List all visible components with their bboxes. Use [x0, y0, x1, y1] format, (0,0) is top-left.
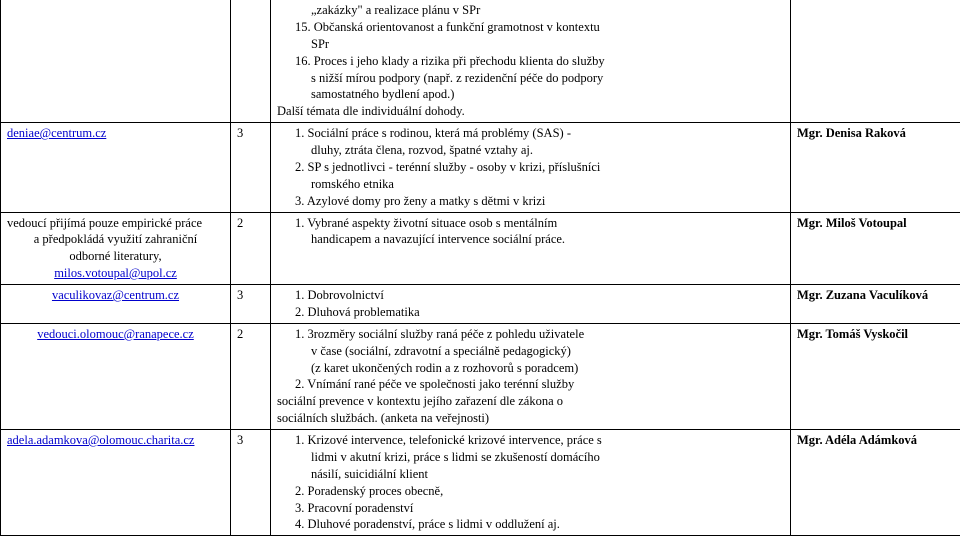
topic-number: 1. [295, 327, 304, 341]
contact-note: vedoucí přijímá pouze empirické práce [7, 215, 224, 232]
supervisor-cell: Mgr. Zuzana Vaculíková [791, 285, 960, 324]
topic-item: 3. Azylové domy pro ženy a matky s dětmi… [277, 193, 784, 210]
topic-item: 3. Pracovní poradenství [277, 500, 784, 517]
topic-text: „zakázky" a realizace plánu v SPr [277, 2, 784, 19]
table-row: vaculikovaz@centrum.cz 3 1. Dobrovolnict… [1, 285, 960, 324]
thesis-topics-table: „zakázky" a realizace plánu v SPr 15. Ob… [0, 0, 960, 536]
table-row: „zakázky" a realizace plánu v SPr 15. Ob… [1, 0, 960, 123]
topic-text: romského etnika [277, 176, 784, 193]
topic-item: 16. Proces i jeho klady a rizika při pře… [277, 53, 784, 70]
topic-text: SPr [277, 36, 784, 53]
contact-note: odborné literatury, [7, 248, 224, 265]
topic-number: 2. [295, 377, 304, 391]
topics-cell: 1. 3rozměry sociální služby raná péče z … [271, 323, 791, 429]
topic-number: 3. [295, 501, 304, 515]
topic-text: Vnímání rané péče ve společnosti jako te… [307, 377, 574, 391]
topic-item: 1. Sociální práce s rodinou, která má pr… [277, 125, 784, 142]
supervisor-cell: Mgr. Tomáš Vyskočil [791, 323, 960, 429]
topic-text: Dluhová problematika [308, 305, 420, 319]
topic-text: dluhy, ztráta člena, rozvod, špatné vzta… [277, 142, 784, 159]
table-row: vedoucí přijímá pouze empirické práce a … [1, 212, 960, 285]
topic-number: 1. [295, 288, 304, 302]
topic-text: sociální prevence v kontextu jejího zařa… [277, 393, 784, 410]
topic-text: samostatného bydlení apod.) [277, 86, 784, 103]
topic-text: Dluhové poradenství, práce s lidmi v odd… [308, 517, 560, 531]
topic-item: 1. Dobrovolnictví [277, 287, 784, 304]
topic-text: Dobrovolnictví [308, 288, 384, 302]
topic-item: 2. Poradenský proces obecně, [277, 483, 784, 500]
topic-text: Proces i jeho klady a rizika při přechod… [314, 54, 605, 68]
contact-cell: vedoucí přijímá pouze empirické práce a … [1, 212, 231, 285]
topic-text: handicapem a navazující intervence sociá… [277, 231, 784, 248]
topic-number: 2. [295, 160, 304, 174]
contact-cell: vaculikovaz@centrum.cz [1, 285, 231, 324]
table-row: vedouci.olomouc@ranapece.cz 2 1. 3rozměr… [1, 323, 960, 429]
contact-cell: adela.adamkova@olomouc.charita.cz [1, 430, 231, 536]
topic-item: 4. Dluhové poradenství, práce s lidmi v … [277, 516, 784, 533]
topic-text: Pracovní poradenství [308, 501, 414, 515]
topic-number: 2. [295, 305, 304, 319]
contact-cell [1, 0, 231, 123]
email-link[interactable]: deniae@centrum.cz [7, 126, 106, 140]
topic-text: (z karet ukončených rodin a z rozhovorů … [277, 360, 784, 377]
topic-number: 1. [295, 433, 304, 447]
topic-number: 15. [295, 20, 311, 34]
topic-item: 1. 3rozměry sociální služby raná péče z … [277, 326, 784, 343]
count-cell [231, 0, 271, 123]
topics-cell: 1. Dobrovolnictví 2. Dluhová problematik… [271, 285, 791, 324]
contact-cell: deniae@centrum.cz [1, 123, 231, 212]
email-link[interactable]: adela.adamkova@olomouc.charita.cz [7, 433, 194, 447]
topic-item: 15. Občanská orientovanost a funkční gra… [277, 19, 784, 36]
count-cell: 2 [231, 323, 271, 429]
topic-text: Sociální práce s rodinou, která má probl… [308, 126, 571, 140]
topic-text: Poradenský proces obecně, [308, 484, 444, 498]
topic-number: 1. [295, 126, 304, 140]
topic-text: Další témata dle individuální dohody. [277, 103, 784, 120]
topic-text: násilí, suicidiální klient [277, 466, 784, 483]
topics-cell: 1. Sociální práce s rodinou, která má pr… [271, 123, 791, 212]
topic-text: 3rozměry sociální služby raná péče z poh… [308, 327, 585, 341]
topic-text: s nižší mírou podpory (např. z rezidenčn… [277, 70, 784, 87]
contact-note: a předpokládá využití zahraniční [7, 231, 224, 248]
count-cell: 3 [231, 285, 271, 324]
count-cell: 2 [231, 212, 271, 285]
topic-text: Azylové domy pro ženy a matky s dětmi v … [307, 194, 545, 208]
table-row: deniae@centrum.cz 3 1. Sociální práce s … [1, 123, 960, 212]
topics-cell: „zakázky" a realizace plánu v SPr 15. Ob… [271, 0, 791, 123]
supervisor-cell [791, 0, 960, 123]
topic-item: 1. Krizové intervence, telefonické krizo… [277, 432, 784, 449]
email-link[interactable]: vedouci.olomouc@ranapece.cz [37, 327, 194, 341]
topic-text: Občanská orientovanost a funkční gramotn… [314, 20, 600, 34]
count-cell: 3 [231, 430, 271, 536]
topic-text: Krizové intervence, telefonické krizové … [308, 433, 602, 447]
contact-cell: vedouci.olomouc@ranapece.cz [1, 323, 231, 429]
topic-number: 1. [295, 216, 304, 230]
topic-item: 2. Dluhová problematika [277, 304, 784, 321]
email-link[interactable]: milos.votoupal@upol.cz [54, 266, 177, 280]
topic-item: 2. Vnímání rané péče ve společnosti jako… [277, 376, 784, 393]
supervisor-cell: Mgr. Denisa Raková [791, 123, 960, 212]
table-row: adela.adamkova@olomouc.charita.cz 3 1. K… [1, 430, 960, 536]
topic-text: Vybrané aspekty životní situace osob s m… [307, 216, 557, 230]
topics-cell: 1. Krizové intervence, telefonické krizo… [271, 430, 791, 536]
count-cell: 3 [231, 123, 271, 212]
topic-number: 2. [295, 484, 304, 498]
topic-text: v čase (sociální, zdravotní a speciálně … [277, 343, 784, 360]
supervisor-cell: Mgr. Miloš Votoupal [791, 212, 960, 285]
topic-item: 1. Vybrané aspekty životní situace osob … [277, 215, 784, 232]
supervisor-cell: Mgr. Adéla Adámková [791, 430, 960, 536]
email-link[interactable]: vaculikovaz@centrum.cz [52, 288, 179, 302]
topic-number: 16. [295, 54, 311, 68]
topic-text: SP s jednotlivci - terénní služby - osob… [308, 160, 601, 174]
topic-number: 4. [295, 517, 304, 531]
topic-item: 2. SP s jednotlivci - terénní služby - o… [277, 159, 784, 176]
topic-text: sociálních službách. (anketa na veřejnos… [277, 410, 784, 427]
topics-cell: 1. Vybrané aspekty životní situace osob … [271, 212, 791, 285]
topic-number: 3. [295, 194, 304, 208]
topic-text: lidmi v akutní krizi, práce s lidmi se z… [277, 449, 784, 466]
